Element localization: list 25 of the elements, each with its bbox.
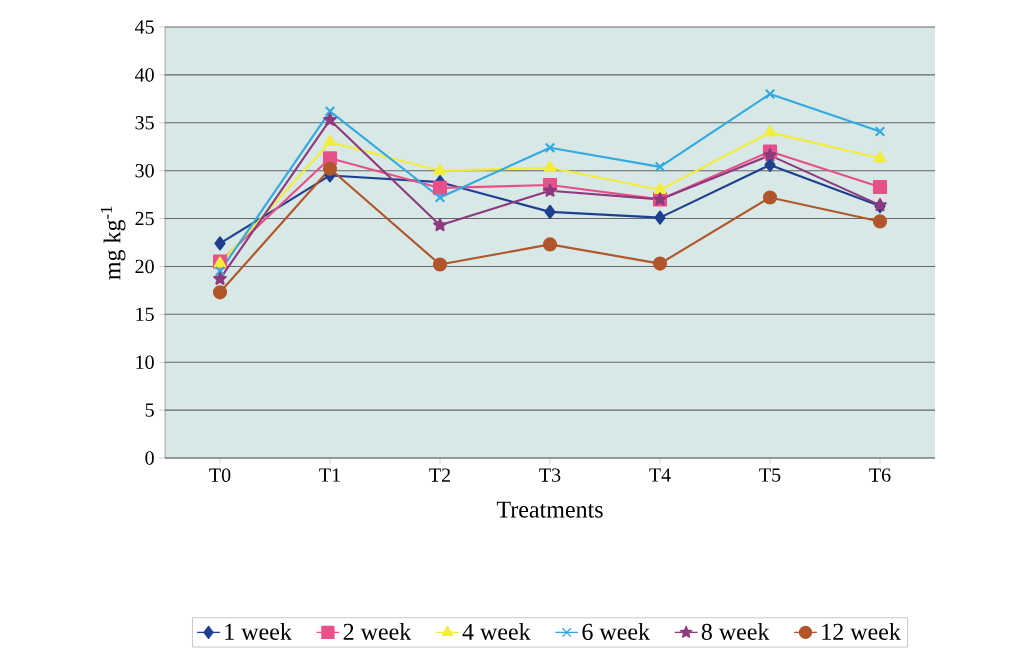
x-tick-label: T1 [319, 468, 340, 482]
x-axis-title: Treatments [496, 501, 603, 518]
legend-label: 8 week [701, 623, 770, 640]
legend-label: 4 week [462, 623, 531, 640]
y-tick-label: 20 [135, 259, 154, 274]
x-tick-label: T3 [539, 468, 561, 482]
y-tick-label: 0 [145, 451, 154, 465]
y-tick-label: 10 [136, 355, 154, 369]
y-tick-label: 40 [135, 68, 154, 82]
legend-label: 6 week [582, 623, 651, 640]
x-tick-label: T2 [429, 468, 450, 482]
y-tick-label: 35 [135, 116, 154, 130]
y-tick-label: 30 [135, 163, 154, 178]
x-tick-label: T0 [209, 468, 231, 482]
y-tick-label: 15 [136, 307, 154, 322]
y-axis-title: mg kg$^{-1}$ [100, 206, 126, 280]
legend-label: 2 week [343, 623, 412, 640]
y-tick-label: 45 [135, 20, 154, 34]
legend-label: 1 week [225, 623, 292, 640]
y-tick-label: 25 [135, 211, 154, 226]
x-tick-label: T6 [869, 468, 891, 482]
x-tick-label: T4 [649, 468, 671, 482]
x-tick-label: T5 [759, 468, 781, 482]
y-tick-label: 5 [145, 403, 154, 417]
legend-label: 12 week [822, 623, 901, 640]
